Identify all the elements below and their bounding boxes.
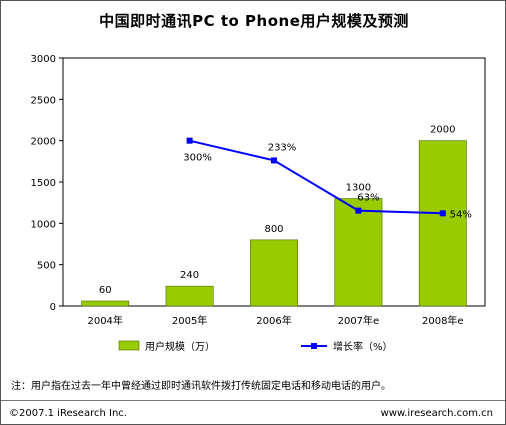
bar <box>334 198 383 307</box>
growth-marker <box>355 207 362 214</box>
growth-value-label: 300% <box>183 153 212 164</box>
growth-value-label: 233% <box>268 142 297 153</box>
y-tick-label: 1500 <box>31 178 56 189</box>
y-axis: 0 500 1000 1500 2000 2500 3000 <box>31 54 63 313</box>
bar <box>165 285 214 307</box>
footnote: 注：用户指在过去一年中曾经通过即时通讯软件拨打传统固定电话和移动电话的用户。 <box>11 381 391 392</box>
bar-value-label: 1300 <box>346 183 371 194</box>
x-tick-label: 2006年 <box>256 314 291 327</box>
growth-marker <box>271 157 277 164</box>
y-tick-label: 2000 <box>31 137 56 148</box>
bar-series <box>81 140 467 307</box>
y-tick-label: 3000 <box>31 54 56 65</box>
growth-marker <box>439 210 446 217</box>
growth-value-label: 54% <box>450 209 472 220</box>
legend-bar-label: 用户规模（万） <box>145 340 215 353</box>
copyright-text: ©2007.1 iResearch Inc. <box>9 408 127 419</box>
bar-value-label: 240 <box>180 270 199 281</box>
x-tick-label: 2004年 <box>87 314 122 327</box>
x-tick-label: 2008年e <box>422 314 464 327</box>
chart-title: 中国即时通讯PC to Phone用户规模及预测 <box>99 12 409 30</box>
bar-value-label: 2000 <box>430 125 455 136</box>
bar <box>418 140 467 307</box>
website-text: www.iresearch.com.cn <box>380 408 493 419</box>
bar-value-label: 60 <box>99 285 112 296</box>
legend-bar-swatch <box>118 340 140 351</box>
bar <box>81 300 130 307</box>
bar-data-labels: 60 240 800 1300 2000 <box>99 125 456 296</box>
growth-marker <box>186 137 193 144</box>
y-tick-label: 1000 <box>31 219 56 230</box>
line-data-labels: 300% 233% 63% 54% <box>183 142 472 220</box>
y-tick-label: 0 <box>50 302 56 313</box>
y-tick-label: 2500 <box>31 95 56 106</box>
combo-chart: 0 500 1000 1500 2000 2500 3000 2004年 2005年 2006年… <box>31 54 486 353</box>
growth-line-series <box>186 137 446 217</box>
legend-line-label: 增长率（%） <box>333 340 393 353</box>
x-tick-label: 2005年 <box>172 314 207 327</box>
bar <box>250 239 298 307</box>
bar-value-label: 800 <box>264 224 283 235</box>
growth-value-label: 63% <box>357 193 379 204</box>
x-axis: 2004年 2005年 2006年 2007年e 2008年e <box>87 314 463 327</box>
legend-line-marker <box>311 343 317 349</box>
divider <box>1 400 505 401</box>
legend: 用户规模（万） 增长率（%） <box>118 340 393 353</box>
growth-line <box>189 139 443 215</box>
y-tick-label: 500 <box>37 261 56 272</box>
x-tick-label: 2007年e <box>338 314 380 327</box>
